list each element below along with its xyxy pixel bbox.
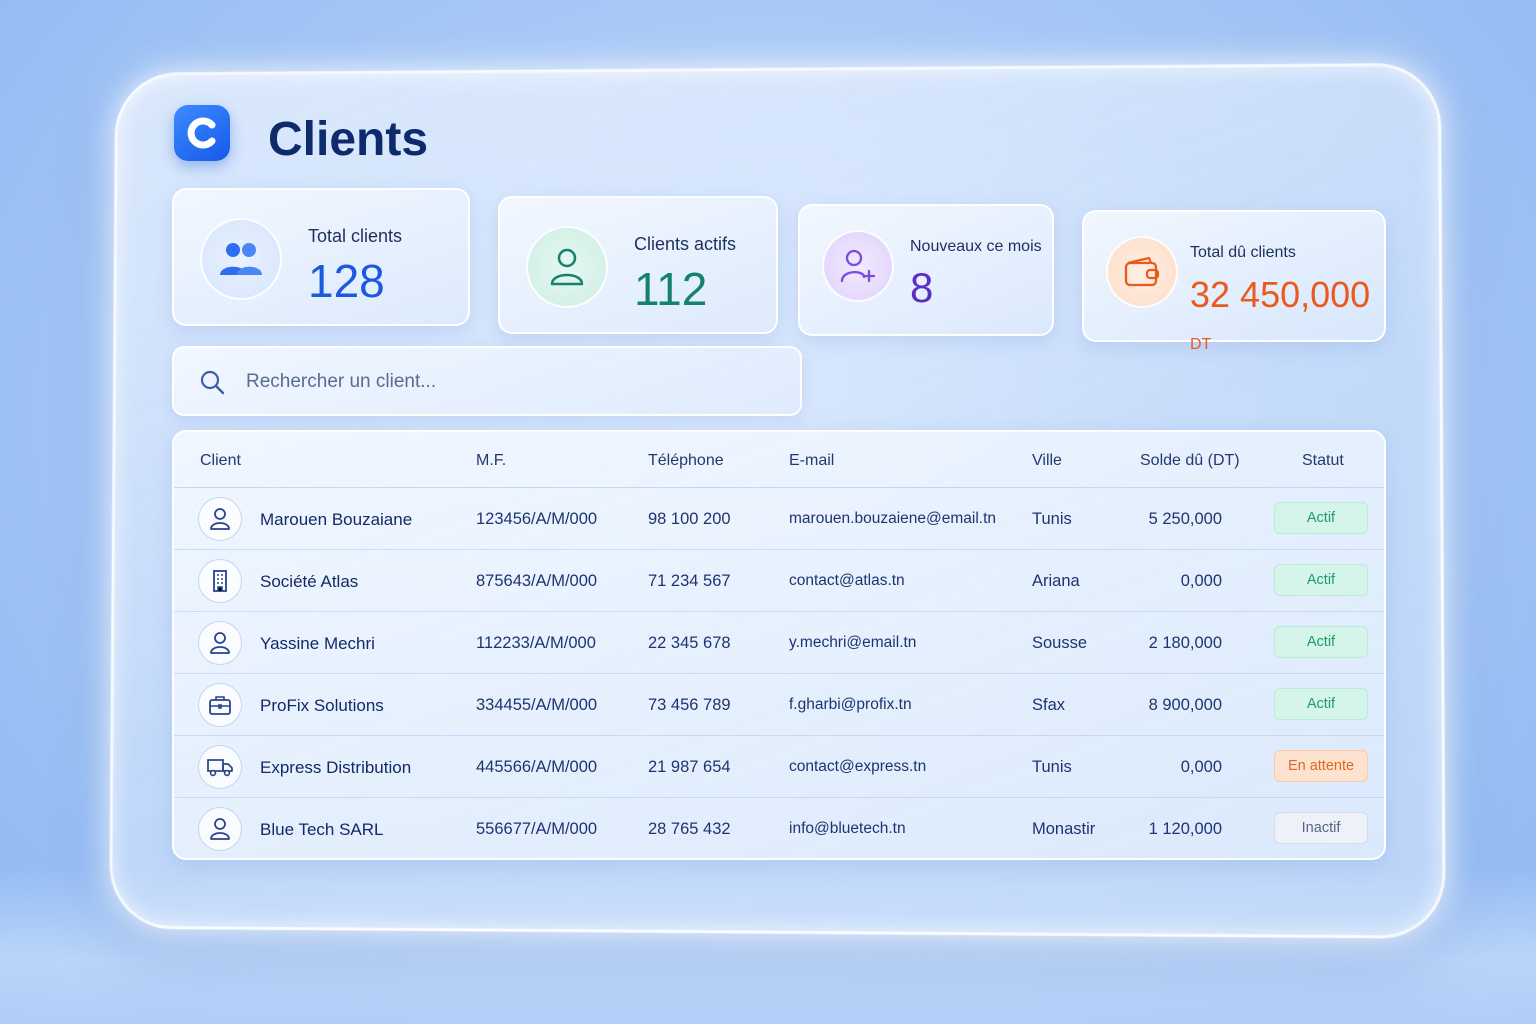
client-balance: 0,000 — [1180, 758, 1222, 776]
stat-label: Clients actifs — [634, 234, 737, 254]
column-header-balance[interactable]: Solde dû (DT) — [1140, 452, 1240, 469]
client-name: ProFix Solutions — [260, 696, 384, 715]
user-plus-icon — [822, 230, 894, 302]
table-row[interactable]: Marouen Bouzaiane 123456/A/M/000 98 100 … — [174, 488, 1384, 550]
client-email[interactable]: contact@atlas.tn — [789, 572, 905, 589]
client-balance: 1 120,000 — [1148, 820, 1222, 838]
stat-card-total-due: Total dû clients 32 450,000 DT — [1082, 210, 1386, 353]
column-header-status[interactable]: Statut — [1302, 452, 1344, 469]
wallet-icon — [1106, 236, 1178, 308]
c-logo-icon[interactable] — [174, 105, 230, 161]
client-name: Marouen Bouzaiane — [260, 510, 413, 529]
client-name: Blue Tech SARL — [260, 820, 384, 839]
client-city: Sousse — [1032, 634, 1088, 652]
status-badge: Actif — [1274, 626, 1368, 658]
user-icon — [198, 497, 242, 541]
client-mf: 875643/A/M/000 — [476, 572, 598, 590]
client-balance: 5 250,000 — [1148, 510, 1222, 528]
stat-amount: 32 450,000 — [1190, 274, 1371, 315]
search-input[interactable] — [246, 362, 766, 402]
user-icon — [198, 807, 242, 851]
client-mf: 123456/A/M/000 — [476, 510, 598, 528]
client-mf: 556677/A/M/000 — [476, 820, 598, 838]
table-row[interactable]: Société Atlas 875643/A/M/000 71 234 567 … — [174, 550, 1384, 612]
client-phone: 73 456 789 — [648, 696, 731, 714]
table-row[interactable]: Yassine Mechri 112233/A/M/000 22 345 678… — [174, 612, 1384, 674]
users-icon — [200, 218, 282, 300]
user-icon — [526, 226, 608, 308]
status-badge: Inactif — [1274, 812, 1368, 844]
client-email[interactable]: marouen.bouzaiene@email.tn — [789, 510, 997, 527]
status-badge: Actif — [1274, 564, 1368, 596]
client-email[interactable]: f.gharbi@profix.tn — [789, 696, 912, 713]
client-name: Yassine Mechri — [260, 634, 375, 653]
page-title: Clients — [268, 113, 429, 166]
status-badge: Actif — [1274, 688, 1368, 720]
client-city: Monastir — [1032, 820, 1096, 838]
stat-label: Total clients — [308, 226, 403, 246]
briefcase-icon — [198, 683, 242, 727]
clients-table: Client M.F. Téléphone E-mail Ville Solde… — [172, 430, 1386, 860]
client-email[interactable]: y.mechri@email.tn — [789, 634, 917, 651]
user-icon — [198, 621, 242, 665]
client-phone: 98 100 200 — [648, 510, 731, 528]
client-mf: 445566/A/M/000 — [476, 758, 598, 776]
client-mf: 334455/A/M/000 — [476, 696, 598, 714]
client-city: Ariana — [1032, 572, 1080, 590]
table-header: Client M.F. Téléphone E-mail Ville Solde… — [174, 432, 1384, 488]
stat-card-new-clients: Nouveaux ce mois 8 — [798, 204, 1054, 336]
client-city: Sfax — [1032, 696, 1066, 714]
column-header-client[interactable]: Client — [200, 452, 241, 469]
table-row[interactable]: Express Distribution 445566/A/M/000 21 9… — [174, 736, 1384, 798]
client-email[interactable]: contact@express.tn — [789, 758, 927, 775]
search-icon — [198, 368, 226, 401]
stat-label: Nouveaux ce mois — [910, 238, 1042, 255]
client-phone: 22 345 678 — [648, 634, 731, 652]
client-phone: 71 234 567 — [648, 572, 731, 590]
stat-value: 32 450,000 DT — [1190, 274, 1384, 358]
column-header-email[interactable]: E-mail — [789, 452, 835, 469]
stat-value: 112 — [634, 263, 708, 315]
client-balance: 8 900,000 — [1148, 696, 1222, 714]
column-header-mf[interactable]: M.F. — [476, 452, 507, 469]
client-email[interactable]: info@bluetech.tn — [789, 820, 906, 837]
stat-value: 128 — [308, 255, 385, 307]
client-city: Tunis — [1032, 758, 1072, 776]
truck-icon — [198, 745, 242, 789]
client-balance: 2 180,000 — [1148, 634, 1222, 652]
client-name: Société Atlas — [260, 572, 359, 591]
table-row[interactable]: ProFix Solutions 334455/A/M/000 73 456 7… — [174, 674, 1384, 736]
status-badge: En attente — [1274, 750, 1368, 782]
column-header-city[interactable]: Ville — [1032, 452, 1062, 469]
client-phone: 21 987 654 — [648, 758, 731, 776]
building-icon — [198, 559, 242, 603]
client-balance: 0,000 — [1180, 572, 1222, 590]
stat-unit: DT — [1190, 336, 1212, 353]
client-mf: 112233/A/M/000 — [476, 634, 596, 652]
stat-value: 8 — [910, 264, 934, 311]
client-name: Express Distribution — [260, 758, 412, 777]
status-badge: Actif — [1274, 502, 1368, 534]
client-phone: 28 765 432 — [648, 820, 731, 838]
column-header-phone[interactable]: Téléphone — [648, 452, 724, 469]
stat-card-total-clients: Total clients 128 — [172, 188, 470, 326]
stat-card-active-clients: Clients actifs 112 — [498, 196, 778, 334]
table-row[interactable]: Blue Tech SARL 556677/A/M/000 28 765 432… — [174, 798, 1384, 858]
client-city: Tunis — [1032, 510, 1072, 528]
stat-label: Total dû clients — [1190, 244, 1296, 261]
search-bar[interactable] — [172, 346, 802, 416]
